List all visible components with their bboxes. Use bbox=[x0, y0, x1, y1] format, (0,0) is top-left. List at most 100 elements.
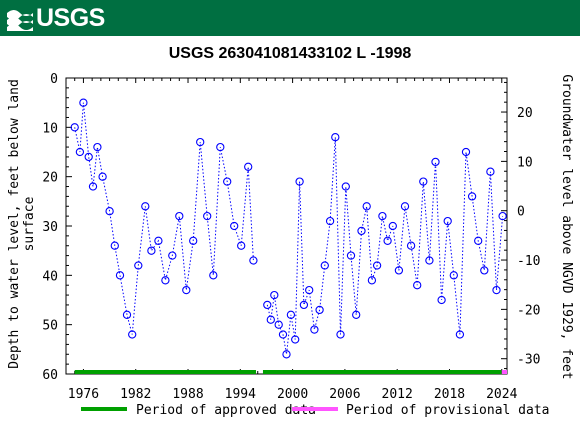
y-left-tick-label: 50 bbox=[42, 319, 58, 334]
x-tick-label: 1982 bbox=[120, 387, 151, 402]
data-point bbox=[175, 211, 184, 221]
data-point bbox=[394, 266, 404, 275]
data-point bbox=[84, 152, 93, 162]
data-point bbox=[378, 211, 387, 221]
data-point bbox=[161, 276, 170, 285]
x-tick-label: 2018 bbox=[434, 387, 465, 402]
data-point bbox=[400, 202, 410, 211]
y-left-tick-label: 20 bbox=[42, 171, 58, 186]
data-point bbox=[274, 320, 283, 329]
data-point bbox=[244, 162, 253, 171]
x-axis-ticks: 1976 1982 1988 1994 2000 2006 2012 2018 2024 bbox=[65, 78, 518, 402]
series-line bbox=[74, 102, 254, 335]
data-point bbox=[216, 142, 225, 152]
data-point bbox=[88, 182, 98, 191]
data-point bbox=[437, 295, 446, 305]
data-point bbox=[93, 142, 102, 152]
data-point bbox=[362, 202, 371, 211]
data-point bbox=[425, 256, 434, 265]
legend-provisional-label: Period of provisional data bbox=[346, 403, 550, 418]
y-left-tick-label: 60 bbox=[42, 368, 58, 383]
data-point bbox=[341, 182, 350, 191]
data-point bbox=[315, 305, 324, 315]
series-line bbox=[266, 137, 504, 355]
data-lines bbox=[74, 102, 504, 355]
data-point bbox=[295, 177, 304, 186]
chart-title: USGS 263041081433102 L -1998 bbox=[169, 45, 412, 62]
usgs-wave-icon bbox=[7, 10, 33, 31]
data-point bbox=[331, 133, 340, 142]
data-point bbox=[455, 330, 465, 339]
data-point bbox=[70, 123, 79, 132]
data-point bbox=[299, 300, 309, 310]
y-right-tick-label: 0 bbox=[517, 205, 525, 220]
plot-frame bbox=[65, 77, 508, 375]
data-point bbox=[486, 167, 495, 176]
data-point bbox=[449, 271, 458, 280]
data-point bbox=[467, 192, 477, 201]
x-tick-label: 1988 bbox=[172, 387, 203, 402]
y-right-tick-label: 10 bbox=[517, 155, 533, 170]
data-point bbox=[270, 290, 279, 300]
data-point bbox=[75, 147, 85, 157]
data-point bbox=[249, 256, 258, 265]
usgs-logo-text: USGS bbox=[36, 4, 105, 32]
plot-border bbox=[65, 77, 508, 375]
data-point bbox=[128, 330, 137, 339]
x-tick-label: 1994 bbox=[225, 387, 256, 402]
data-point bbox=[474, 236, 483, 245]
data-point bbox=[278, 330, 288, 339]
x-tick-label: 2024 bbox=[486, 387, 517, 402]
data-point bbox=[266, 315, 275, 324]
data-point bbox=[498, 211, 507, 221]
data-point bbox=[305, 285, 314, 295]
data-point bbox=[480, 266, 489, 275]
data-point bbox=[419, 177, 428, 186]
data-point bbox=[320, 261, 329, 270]
y-right-tick-label: 20 bbox=[517, 106, 533, 121]
data-point bbox=[223, 177, 232, 186]
data-point bbox=[388, 221, 397, 231]
data-point bbox=[325, 216, 335, 226]
data-point bbox=[154, 236, 163, 245]
data-point bbox=[196, 137, 205, 147]
data-point bbox=[209, 271, 218, 280]
data-points bbox=[70, 98, 507, 359]
data-point bbox=[189, 236, 198, 245]
data-point bbox=[98, 172, 107, 181]
y-right-axis-ticks: 20 10 0 -10 -20 -30 bbox=[501, 81, 540, 370]
data-point bbox=[357, 226, 366, 236]
data-point bbox=[413, 281, 422, 290]
data-point bbox=[203, 211, 212, 221]
data-point bbox=[110, 241, 119, 250]
data-point bbox=[443, 216, 452, 226]
data-point bbox=[168, 251, 177, 260]
y-left-tick-label: 0 bbox=[50, 72, 58, 87]
x-tick-label: 2006 bbox=[329, 387, 360, 402]
y-left-axis-label-line1: Depth to water level, feet below land bbox=[7, 79, 22, 369]
data-point bbox=[237, 241, 246, 250]
x-tick-label: 2012 bbox=[382, 387, 413, 402]
y-right-axis-label: Groundwater level above NGVD 1929, feet bbox=[559, 74, 574, 379]
data-point bbox=[346, 251, 356, 260]
y-right-tick-label: -30 bbox=[517, 353, 540, 368]
data-point bbox=[122, 310, 132, 319]
usgs-banner: USGS bbox=[0, 0, 580, 36]
data-point bbox=[230, 221, 239, 231]
x-tick-label: 1976 bbox=[68, 387, 99, 402]
y-right-tick-label: -20 bbox=[517, 303, 540, 318]
y-left-tick-label: 10 bbox=[42, 121, 58, 136]
data-point bbox=[383, 236, 392, 245]
y-left-axis-label-line2: surface bbox=[22, 196, 37, 251]
data-point bbox=[367, 276, 377, 285]
legend-approved-label: Period of approved data bbox=[136, 403, 316, 418]
y-right-tick-label: -10 bbox=[517, 254, 540, 269]
x-tick-label: 2000 bbox=[277, 387, 308, 402]
data-point bbox=[147, 246, 156, 255]
data-point bbox=[372, 261, 382, 270]
data-point bbox=[79, 98, 88, 107]
data-point bbox=[310, 325, 319, 334]
data-point bbox=[461, 147, 471, 157]
data-point bbox=[352, 310, 361, 319]
